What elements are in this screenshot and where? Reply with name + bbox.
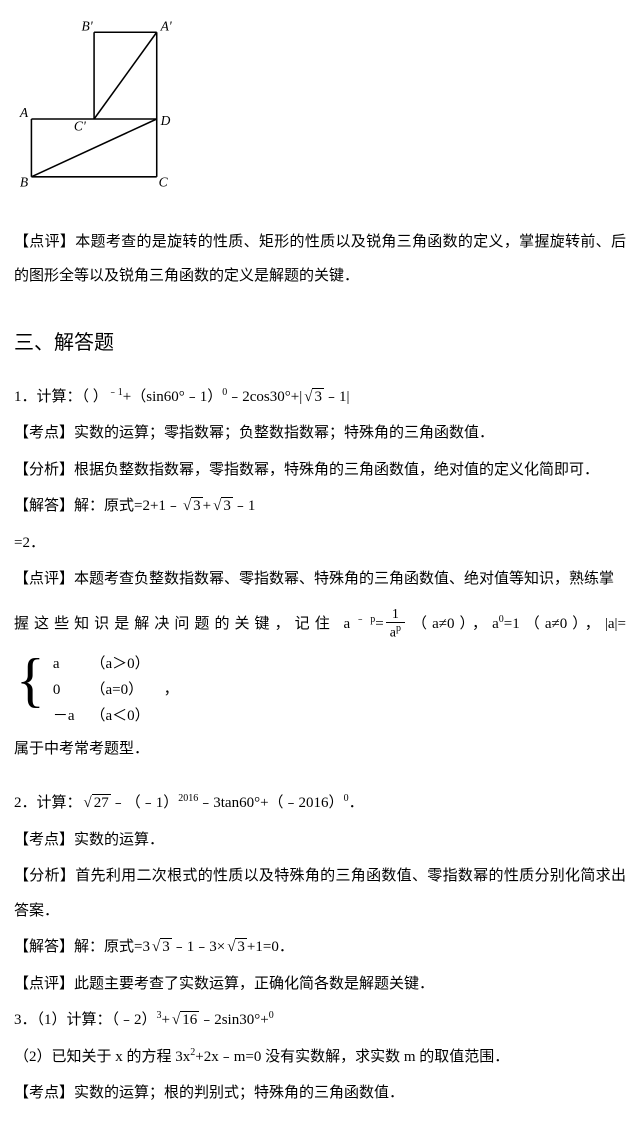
q3-stem2: （2）已知关于 x 的方程 3x2+2x﹣m=0 没有实数解，求实数 m 的取值… — [14, 1040, 626, 1075]
label: 【解答】 — [14, 939, 74, 955]
t: ﹣（﹣1） — [111, 795, 179, 811]
brace: { — [16, 650, 45, 730]
t: 2．计算： — [14, 795, 82, 811]
exp: ﹣p — [350, 614, 375, 625]
sqrt3: 3 — [181, 489, 203, 524]
svg-text:A: A — [19, 105, 29, 120]
sqrt3: 3 — [211, 489, 233, 524]
svg-text:B': B' — [82, 18, 94, 33]
q2-kaodian: 【考点】实数的运算． — [14, 823, 626, 858]
section-heading: 三、解答题 — [14, 320, 626, 366]
sqrt3: 3 — [225, 930, 247, 965]
sqrt3: 3 — [150, 930, 172, 965]
q2-jieda: 【解答】解：原式=33﹣1﹣3×3+1=0． — [14, 930, 626, 965]
text: 此题主要考查了实数运算，正确化简各数是解题关键． — [74, 976, 434, 992]
t: 握这些知识是解决问题的关键，记住 a — [14, 616, 350, 632]
t: （a≠0），a — [407, 616, 499, 632]
t: =1（a≠0），|a|= — [504, 616, 626, 632]
label: 【点评】 — [14, 234, 75, 250]
text: 实数的运算；根的判别式；特殊角的三角函数值． — [74, 1085, 404, 1101]
q2-fenxi: 【分析】首先利用二次根式的性质以及特殊角的三角函数值、零指数幂的性质分别化简求出… — [14, 859, 626, 928]
t: ﹣1| — [324, 389, 350, 405]
text: 首先利用二次根式的性质以及特殊角的三角函数值、零指数幂的性质分别化简求出答案． — [14, 868, 626, 919]
q1-jieda: 【解答】解：原式=2+1﹣3+3﹣1 — [14, 489, 626, 524]
t: ﹣2sin30°+ — [199, 1012, 268, 1028]
t: ﹣3tan60°+（﹣2016） — [198, 795, 343, 811]
q1-kaodian: 【考点】实数的运算；零指数幂；负整数指数幂；特殊角的三角函数值． — [14, 416, 626, 451]
label: 【考点】 — [14, 425, 74, 441]
svg-text:A': A' — [160, 18, 173, 33]
t: +1=0． — [247, 939, 294, 955]
t: = — [375, 616, 383, 632]
t: 解：原式=2+1﹣ — [74, 498, 181, 514]
text: 根据负整数指数幂，零指数幂，特殊角的三角函数值，绝对值的定义化简即可． — [74, 462, 599, 478]
exp: ﹣1 — [108, 387, 123, 398]
sqrt16: 16 — [170, 1003, 199, 1038]
t: ﹣2cos30°+| — [227, 389, 302, 405]
sqrt27: 27 — [82, 786, 111, 821]
exp: 0 — [269, 1010, 274, 1021]
svg-text:C': C' — [74, 119, 87, 134]
label: 【解答】 — [14, 498, 74, 514]
t: 3．（1）计算：（﹣2） — [14, 1012, 157, 1028]
svg-text:C: C — [159, 174, 169, 189]
q1-dianping-l1: 【点评】本题考查负整数指数幂、零指数幂、特殊角的三角函数值、绝对值等知识，熟练掌 — [14, 562, 626, 597]
label: 【考点】 — [14, 1085, 74, 1101]
t: ， — [164, 681, 179, 697]
geometry-figure: A B C D C' B' A' — [16, 18, 626, 207]
sqrt3: 3 — [302, 380, 324, 415]
t: ． — [349, 795, 364, 811]
text: 实数的运算． — [74, 832, 164, 848]
t: + — [203, 498, 211, 514]
label: 【分析】 — [14, 462, 74, 478]
q1-result: =2． — [14, 526, 626, 561]
label: 【考点】 — [14, 832, 74, 848]
q2-stem: 2．计算：27﹣（﹣1）2016﹣3tan60°+（﹣2016）0． — [14, 786, 626, 821]
t: +2x﹣m=0 没有实数解，求实数 m 的取值范围． — [195, 1049, 509, 1065]
exp: 2016 — [178, 793, 198, 804]
q1-stem: 1．计算：（ ）﹣1+（sin60°﹣1）0﹣2cos30°+|3﹣1| — [14, 380, 626, 415]
q1-dianping-l2: 握这些知识是解决问题的关键，记住 a﹣p=1ap（a≠0），a0=1（a≠0），… — [14, 599, 626, 730]
t: ﹣1 — [233, 498, 256, 514]
q1-dianping-l3: 属于中考常考题型． — [14, 732, 626, 767]
label: 【分析】 — [14, 868, 75, 884]
q3-stem1: 3．（1）计算：（﹣2）3+16﹣2sin30°+0 — [14, 1003, 626, 1038]
t: （2）已知关于 x 的方程 3x — [14, 1049, 190, 1065]
t: + — [162, 1012, 170, 1028]
text: 本题考查的是旋转的性质、矩形的性质以及锐角三角函数的定义，掌握旋转前、后的图形全… — [14, 234, 626, 285]
fraction: 1ap — [386, 607, 405, 641]
comment-1: 【点评】本题考查的是旋转的性质、矩形的性质以及锐角三角函数的定义，掌握旋转前、后… — [14, 225, 626, 294]
q1-fenxi: 【分析】根据负整数指数幂，零指数幂，特殊角的三角函数值，绝对值的定义化简即可． — [14, 453, 626, 488]
q3-kaodian: 【考点】实数的运算；根的判别式；特殊角的三角函数值． — [14, 1076, 626, 1111]
cases: {a（a＞0）0（a=0）－a（a＜0） — [16, 650, 164, 730]
t: 解：原式=3 — [74, 939, 150, 955]
t: 1．计算：（ ） — [14, 389, 108, 405]
svg-text:D: D — [160, 113, 171, 128]
text: 实数的运算；零指数幂；负整数指数幂；特殊角的三角函数值． — [74, 425, 494, 441]
t: ﹣1﹣3× — [172, 939, 225, 955]
label: 【点评】 — [14, 976, 74, 992]
t: +（sin60°﹣1） — [123, 389, 222, 405]
svg-text:B: B — [20, 174, 28, 189]
